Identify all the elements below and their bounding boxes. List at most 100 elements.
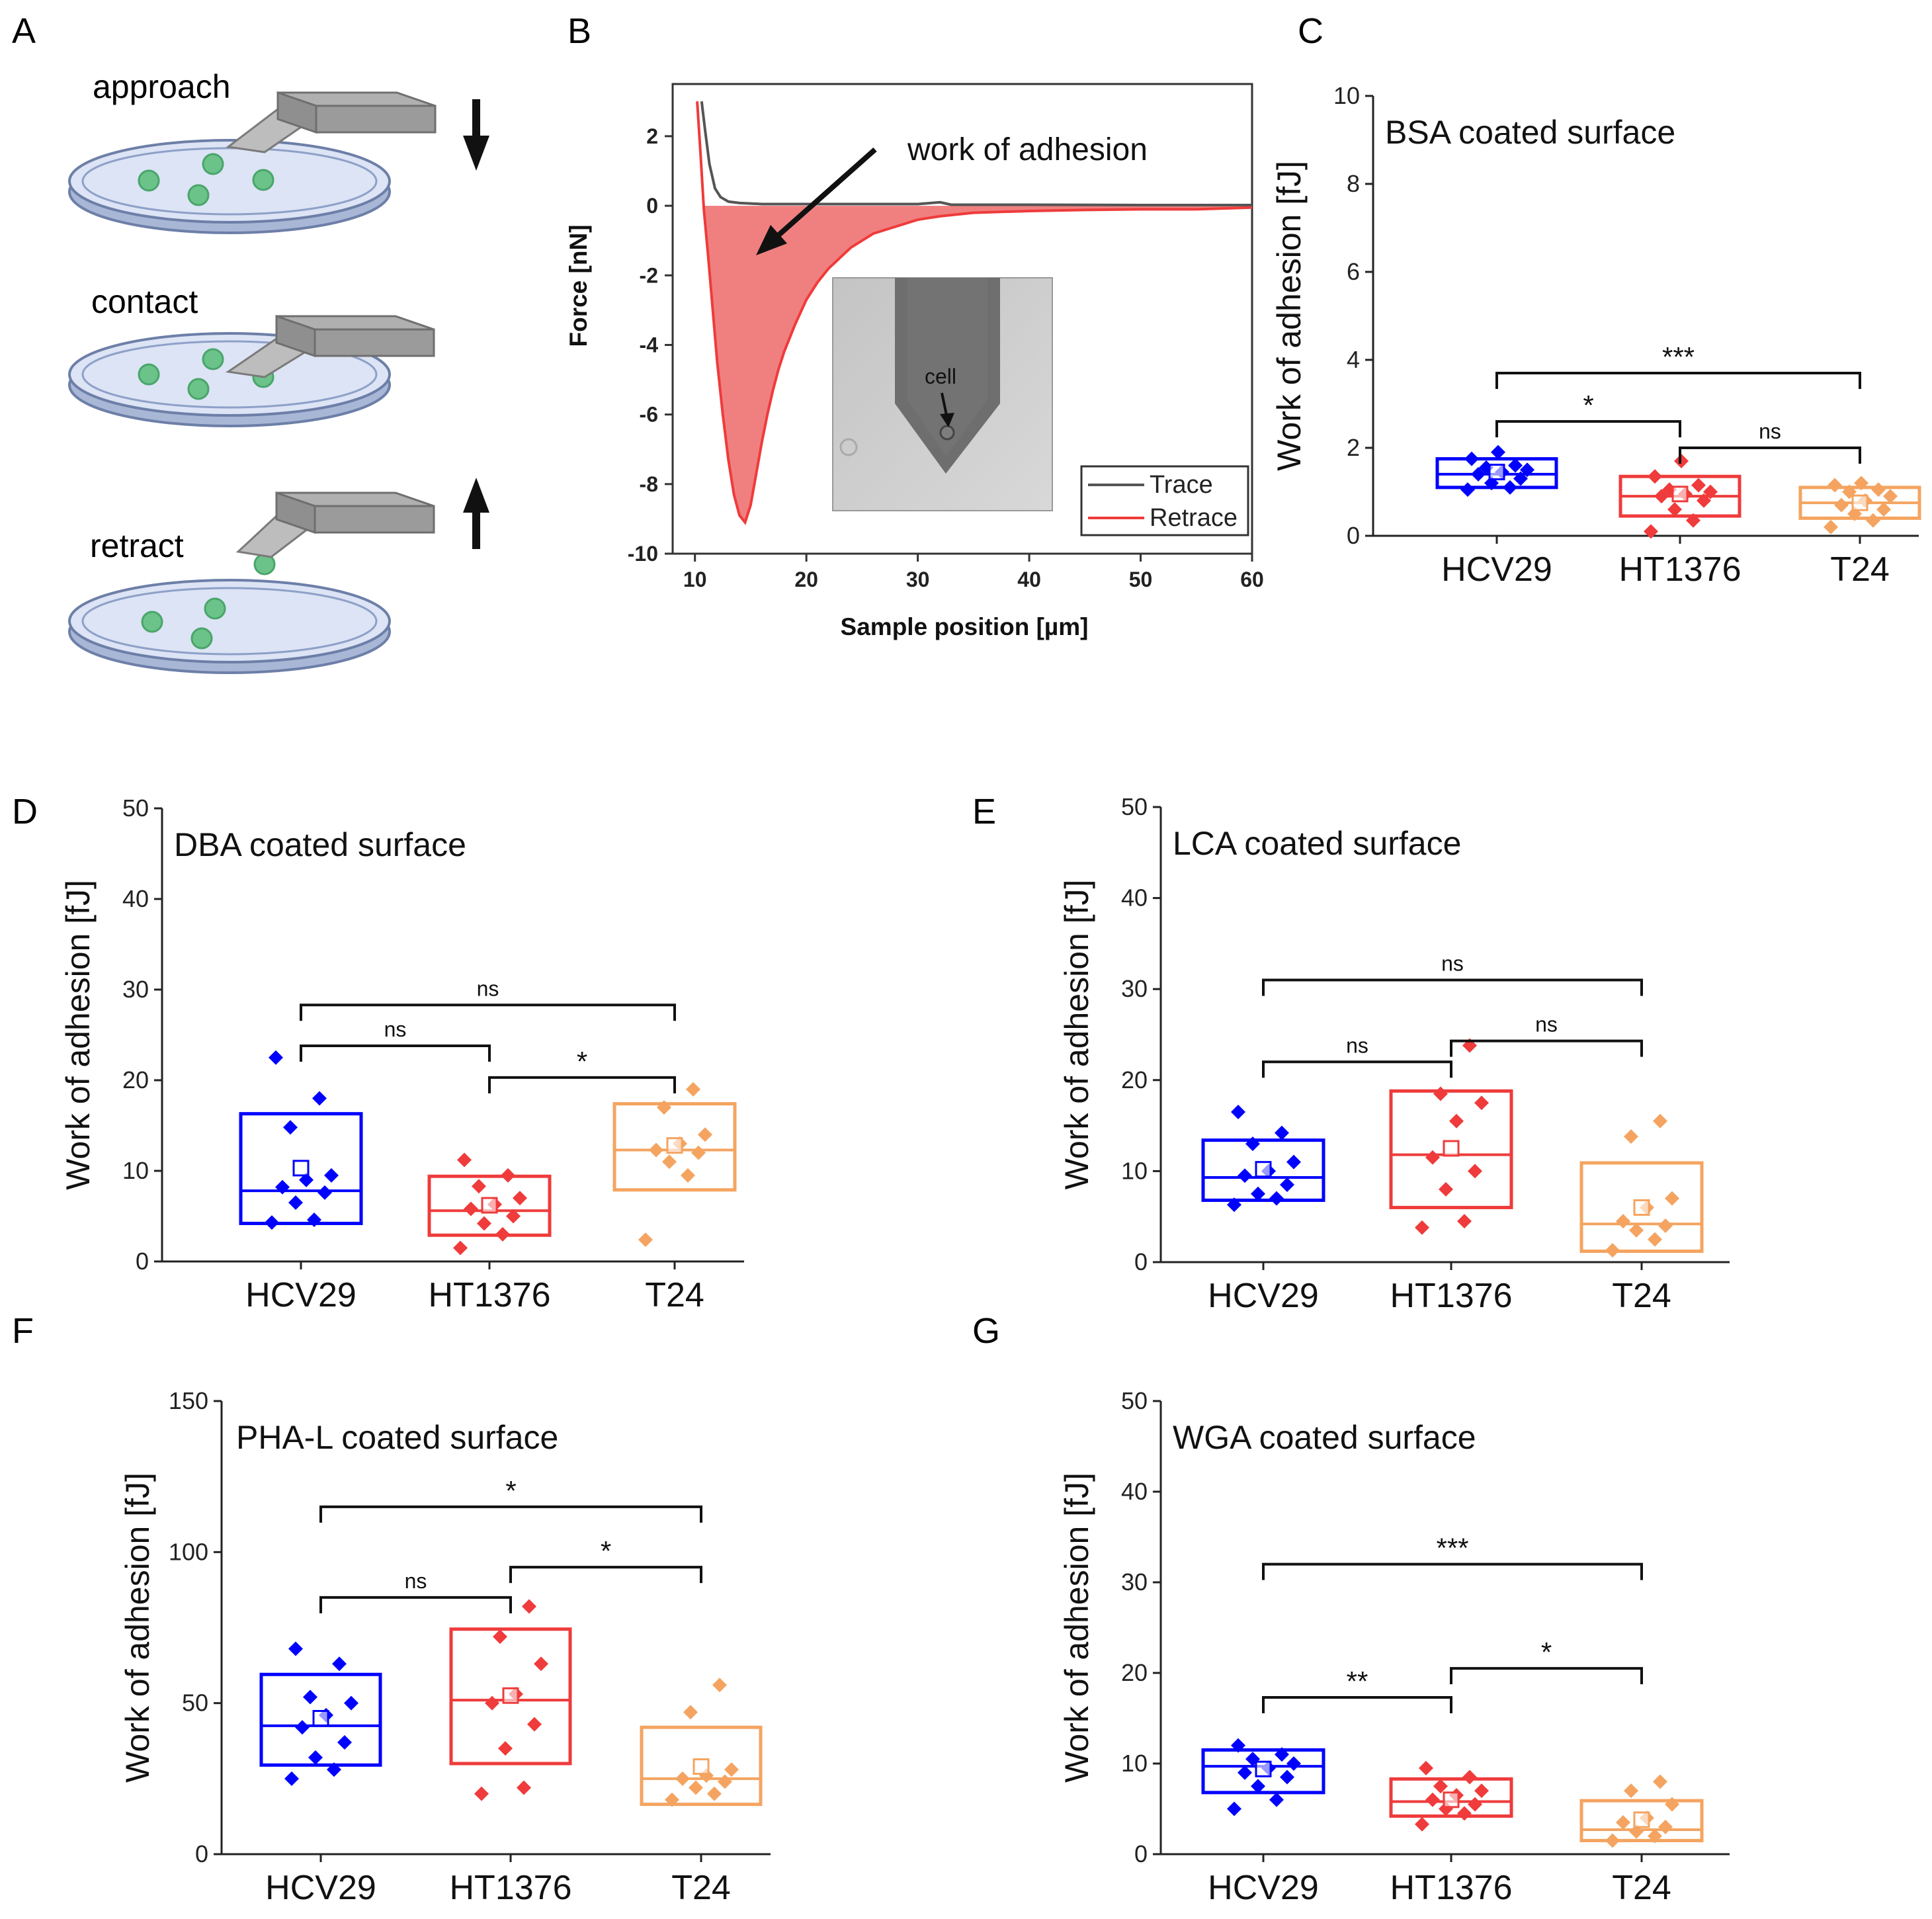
significance-label: ns (1441, 951, 1464, 975)
box-mean (1633, 1199, 1650, 1216)
data-point (517, 1780, 531, 1795)
legend: Trace Retrace (1080, 465, 1249, 536)
significance-bracket (509, 1566, 702, 1584)
y-tick-label: 4 (1347, 346, 1360, 373)
significance-bracket (300, 1003, 676, 1021)
retrace-line (696, 101, 1252, 525)
cell-icon (138, 169, 160, 192)
data-point (303, 1689, 317, 1705)
y-tick-label: 6 (1347, 258, 1360, 285)
data-point (1231, 1738, 1245, 1753)
data-point (707, 1786, 722, 1801)
box-mean (312, 1710, 329, 1727)
significance-label: * (577, 1046, 587, 1077)
y-tick-label: 0 (646, 194, 658, 218)
inset-arrow-icon (940, 392, 954, 427)
data-point (474, 1786, 489, 1801)
y-tick-label: 30 (1121, 1568, 1148, 1596)
significance-label: ns (1759, 419, 1781, 443)
x-category-label: T24 (671, 1869, 731, 1907)
box-iqr (1579, 1799, 1704, 1842)
data-point (1238, 1168, 1252, 1183)
y-tick-label: -10 (628, 542, 658, 566)
data-point (662, 1154, 677, 1170)
petri-dish-icon (68, 139, 391, 234)
significance-bracket (1679, 447, 1861, 464)
data-point (1834, 497, 1849, 513)
significance-label: ns (405, 1569, 427, 1593)
data-point (1286, 1756, 1301, 1771)
panel-letter-e: E (972, 792, 996, 832)
legend-trace: Trace (1150, 471, 1213, 499)
y-tick-label: -6 (640, 403, 658, 427)
data-point (1460, 482, 1475, 497)
panel-title: DBA coated surface (174, 826, 466, 863)
y-tick-label: 0 (1134, 1840, 1148, 1867)
y-tick-label: 0 (195, 1840, 208, 1867)
data-point (1439, 1181, 1453, 1197)
data-point (1425, 1150, 1440, 1165)
y-tick-label: 40 (122, 885, 149, 912)
box-iqr (449, 1627, 572, 1766)
x-category-label: HT1376 (1619, 550, 1742, 589)
data-point (1629, 1222, 1644, 1238)
panel-title: LCA coated surface (1173, 825, 1461, 862)
data-point (1605, 1243, 1620, 1258)
data-point (1824, 519, 1838, 534)
y-tick-label: 0 (1134, 1248, 1148, 1275)
significance-label: * (601, 1535, 611, 1566)
data-point (691, 1145, 706, 1160)
y-tick-label: 150 (169, 1387, 208, 1414)
data-point (1653, 1774, 1667, 1789)
data-point (1238, 1765, 1252, 1780)
data-point (534, 1656, 548, 1672)
data-point (1503, 480, 1517, 495)
x-tick-label: 50 (1129, 568, 1153, 591)
y-tick-label: 8 (1347, 170, 1360, 197)
data-point (477, 1216, 491, 1231)
significance-bracket (1262, 978, 1643, 996)
y-tick-label: 20 (122, 1066, 149, 1093)
data-point (712, 1678, 727, 1693)
cell-icon (187, 184, 210, 206)
y-tick-label: 40 (1121, 884, 1148, 912)
box-iqr (612, 1102, 737, 1192)
data-point (1462, 1770, 1477, 1785)
box-mean (1851, 494, 1869, 511)
data-point (1457, 1214, 1472, 1229)
y-tick-label: 0 (136, 1248, 149, 1275)
trace-line (700, 101, 1252, 207)
data-point (1644, 524, 1658, 539)
significance-label: ns (1346, 1033, 1368, 1057)
data-point (1866, 513, 1880, 528)
x-tick-label: 30 (906, 568, 930, 591)
box-mean (1443, 1791, 1460, 1809)
data-point (1269, 1792, 1284, 1807)
y-tick-label: 100 (169, 1538, 208, 1565)
data-point (501, 1168, 515, 1183)
significance-bracket (1495, 371, 1861, 389)
significance-label: ns (477, 976, 499, 1000)
data-point (1624, 1783, 1638, 1799)
panel-a-schematic: approach contact retract (68, 68, 489, 674)
box-mean (666, 1137, 683, 1154)
data-point (1827, 478, 1842, 493)
significance-bracket (319, 1505, 702, 1523)
data-point (698, 1127, 712, 1142)
data-point (686, 1082, 700, 1097)
y-axis-label: Work of adhesion [fJ] (119, 1472, 156, 1783)
significance-bracket (300, 1044, 491, 1062)
box-mean (1633, 1811, 1650, 1828)
cell-icon (138, 363, 160, 386)
data-point (1251, 1779, 1265, 1794)
data-point (1513, 471, 1528, 486)
data-point (665, 1792, 679, 1807)
data-point (265, 1215, 279, 1230)
data-point (1457, 1806, 1472, 1821)
data-point (1415, 1816, 1429, 1832)
data-point (1449, 1113, 1464, 1129)
data-point (1231, 1104, 1245, 1119)
x-category-label: HT1376 (1390, 1277, 1513, 1315)
panel-e-lca-boxplot: 0 10 20 30 40 50 Work of adhesion [fJ] LCA coat… (1058, 793, 1730, 1315)
x-category-label: HCV29 (1208, 1869, 1319, 1907)
